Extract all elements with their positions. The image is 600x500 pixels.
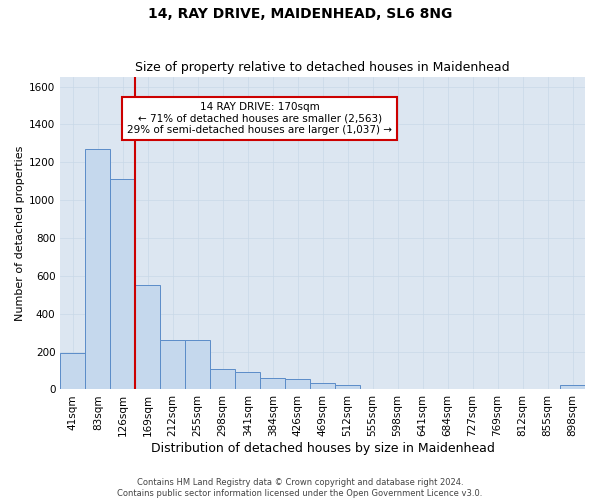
Text: 14, RAY DRIVE, MAIDENHEAD, SL6 8NG: 14, RAY DRIVE, MAIDENHEAD, SL6 8NG bbox=[148, 8, 452, 22]
Bar bbox=[135, 286, 160, 390]
Bar bbox=[335, 384, 360, 390]
Text: Contains HM Land Registry data © Crown copyright and database right 2024.
Contai: Contains HM Land Registry data © Crown c… bbox=[118, 478, 482, 498]
Text: 14 RAY DRIVE: 170sqm
← 71% of detached houses are smaller (2,563)
29% of semi-de: 14 RAY DRIVE: 170sqm ← 71% of detached h… bbox=[127, 102, 392, 135]
Bar bbox=[260, 378, 285, 390]
Bar bbox=[210, 368, 235, 390]
Title: Size of property relative to detached houses in Maidenhead: Size of property relative to detached ho… bbox=[136, 62, 510, 74]
Bar bbox=[310, 383, 335, 390]
Bar bbox=[285, 379, 310, 390]
Y-axis label: Number of detached properties: Number of detached properties bbox=[15, 146, 25, 321]
Bar bbox=[185, 340, 210, 390]
Bar bbox=[110, 180, 135, 390]
Bar bbox=[235, 372, 260, 390]
Bar bbox=[85, 149, 110, 390]
Bar bbox=[160, 340, 185, 390]
Bar bbox=[560, 384, 585, 390]
Bar bbox=[60, 354, 85, 390]
X-axis label: Distribution of detached houses by size in Maidenhead: Distribution of detached houses by size … bbox=[151, 442, 494, 455]
